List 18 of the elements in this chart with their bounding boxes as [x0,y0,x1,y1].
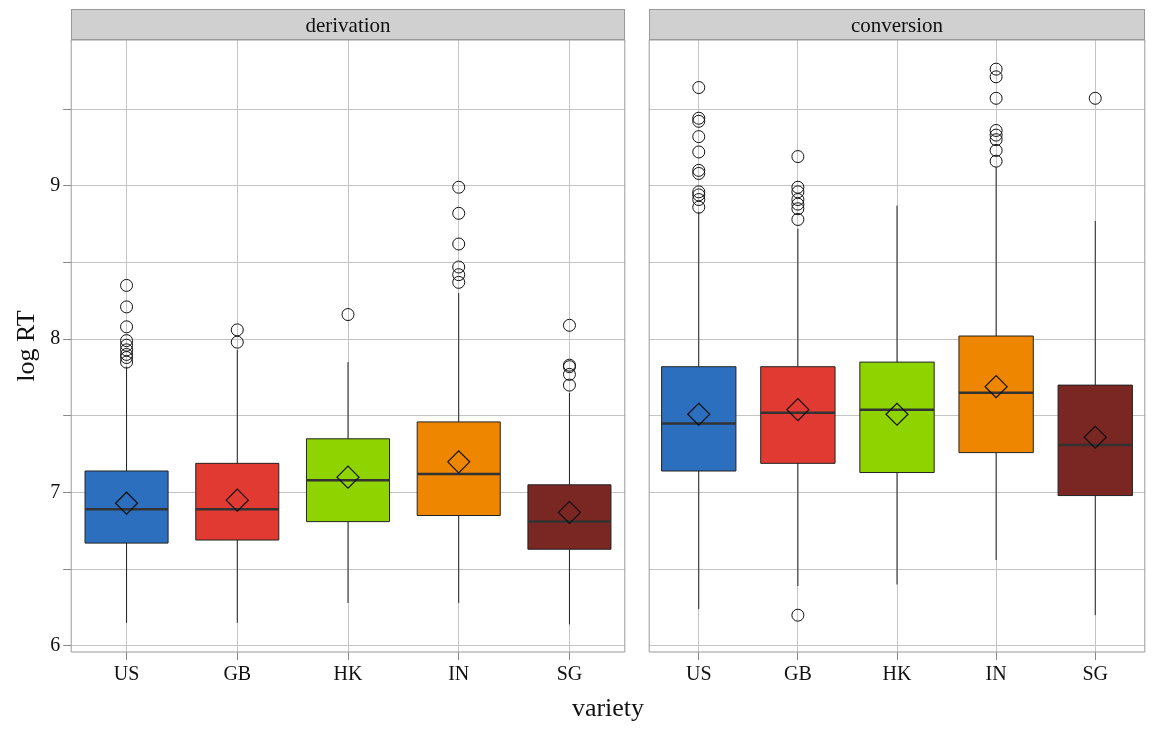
x-tick-label: GB [223,662,252,685]
x-tick-label: US [113,662,140,685]
x-tick-label: HK [882,662,912,685]
x-tick-label: SG [1082,662,1109,685]
y-axis-title: log RT [11,310,41,382]
y-tick-label: 9 [50,172,61,195]
y-tick-label: 8 [50,326,61,349]
x-tick-label: SG [556,662,583,685]
x-tick-label: IN [448,662,470,685]
x-tick-label: GB [783,662,812,685]
x-tick-label: US [685,662,712,685]
chart-title: derivation [71,9,625,40]
y-tick-label: 7 [50,479,61,502]
chart-title: conversion [649,9,1145,40]
x-tick-label: IN [985,662,1007,685]
x-axis-title: variety [570,693,646,723]
x-tick-label: HK [333,662,363,685]
y-tick-label: 6 [50,633,61,656]
